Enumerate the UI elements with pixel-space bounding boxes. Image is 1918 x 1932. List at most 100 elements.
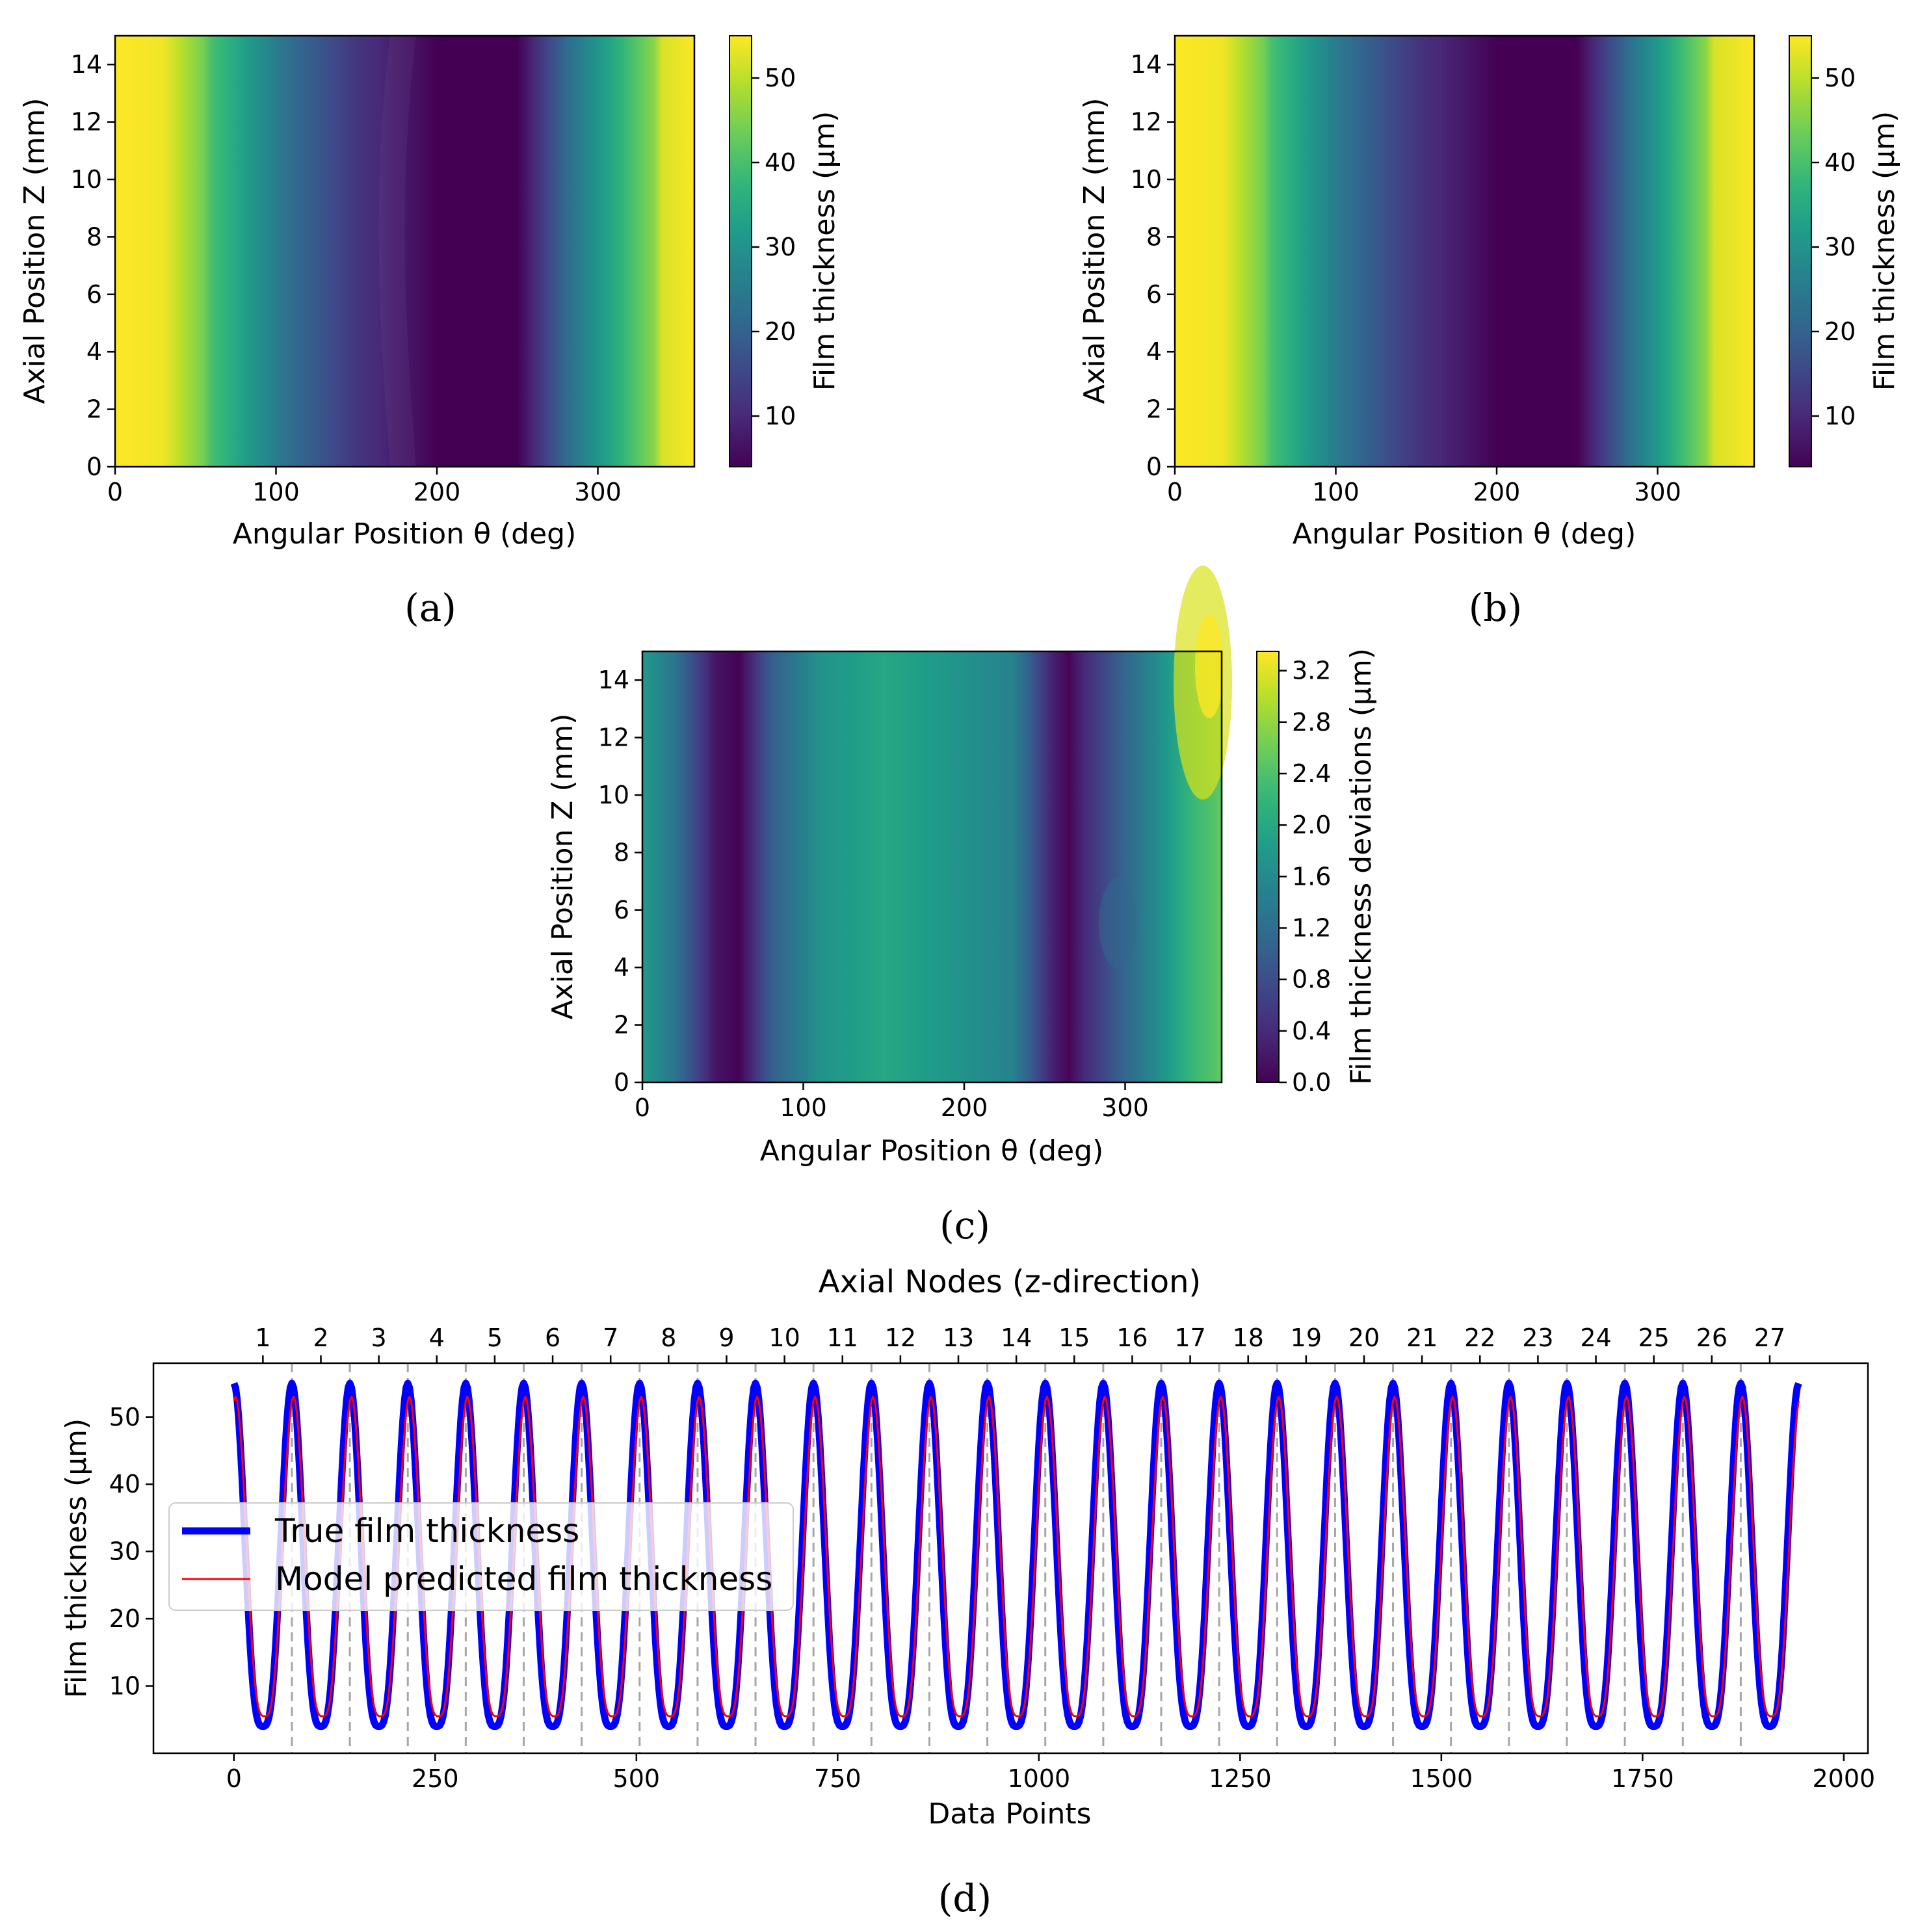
colorbar-tick-label: 30 bbox=[765, 233, 796, 261]
node-label: 14 bbox=[1001, 1324, 1032, 1352]
x-tick-label: 300 bbox=[1634, 478, 1681, 506]
node-label: 26 bbox=[1696, 1324, 1728, 1352]
colorbar-c bbox=[1256, 651, 1280, 1083]
true-film-thickness-line bbox=[230, 1379, 1802, 1730]
colorbar-ticks-b: 10 20 30 40 50 bbox=[1811, 64, 1856, 430]
series-lines-d bbox=[230, 1379, 1802, 1730]
colorbar-label-c: Film thickness deviations (μm) bbox=[1345, 648, 1378, 1085]
node-label: 10 bbox=[769, 1324, 800, 1352]
y-tick-label: 40 bbox=[109, 1470, 140, 1498]
x-tick-label: 1500 bbox=[1410, 1764, 1473, 1793]
heatmap-c-low-blob bbox=[1099, 878, 1138, 969]
x-axis-label-c: Angular Position θ (deg) bbox=[760, 1134, 1104, 1168]
node-label: 23 bbox=[1522, 1324, 1553, 1352]
node-label: 21 bbox=[1406, 1324, 1438, 1352]
colorbar-tick-label: 1.6 bbox=[1292, 862, 1331, 891]
colorbar-tick-label: 0.4 bbox=[1292, 1017, 1331, 1045]
x-ticks-a: 0 100 200 300 bbox=[107, 467, 622, 506]
node-label: 16 bbox=[1116, 1324, 1148, 1352]
node-label: 18 bbox=[1233, 1324, 1264, 1352]
x-tick-label: 100 bbox=[780, 1093, 827, 1122]
panel-label-c: (c) bbox=[939, 1203, 990, 1247]
y-tick-label: 10 bbox=[598, 781, 629, 809]
colorbar-ticks-a: 10 20 30 40 50 bbox=[752, 64, 796, 430]
x-ticks-c: 0 100 200 300 bbox=[635, 1082, 1149, 1122]
colorbar-b bbox=[1789, 35, 1812, 467]
y-ticks-d: 10 20 30 40 50 bbox=[109, 1403, 153, 1701]
x-axis-label-a: Angular Position θ (deg) bbox=[233, 517, 577, 551]
node-label: 7 bbox=[603, 1324, 618, 1352]
x-ticks-d: 0 250 500 750 1000 1250 1500 1750 2000 bbox=[226, 1753, 1875, 1793]
colorbar-tick-label: 40 bbox=[765, 148, 796, 177]
node-label: 27 bbox=[1754, 1324, 1785, 1352]
node-label: 24 bbox=[1580, 1324, 1611, 1352]
y-tick-label: 4 bbox=[86, 337, 102, 366]
node-label: 3 bbox=[371, 1324, 387, 1352]
x-tick-label: 250 bbox=[412, 1764, 459, 1793]
node-label: 20 bbox=[1348, 1324, 1380, 1352]
colorbar-tick-label: 20 bbox=[765, 317, 796, 346]
y-ticks-b: 0 2 4 6 8 10 12 14 bbox=[1131, 50, 1175, 481]
colorbar-tick-label: 0.0 bbox=[1292, 1068, 1331, 1097]
colorbar-tick-label: 3.2 bbox=[1292, 657, 1331, 685]
y-tick-label: 10 bbox=[109, 1672, 140, 1701]
colorbar-label-b: Film thickness (μm) bbox=[1868, 111, 1901, 391]
y-tick-label: 0 bbox=[1146, 452, 1162, 481]
node-label: 17 bbox=[1174, 1324, 1205, 1352]
x-tick-label: 1750 bbox=[1611, 1764, 1674, 1793]
panel-a: 0 100 200 300 0 2 4 6 8 10 12 14 Angular Position … bbox=[18, 34, 841, 630]
y-ticks-a: 0 2 4 6 8 10 12 14 bbox=[71, 50, 115, 481]
colorbar-tick-label: 30 bbox=[1824, 233, 1856, 261]
colorbar-tick-label: 2.0 bbox=[1292, 811, 1331, 839]
y-axis-label-d: Film thickness (μm) bbox=[60, 1418, 93, 1698]
node-label: 13 bbox=[943, 1324, 974, 1352]
x-tick-label: 0 bbox=[107, 478, 123, 506]
y-tick-label: 6 bbox=[614, 896, 629, 924]
y-tick-label: 6 bbox=[86, 280, 102, 309]
colorbar-tick-label: 10 bbox=[1824, 402, 1856, 430]
x-tick-label: 1000 bbox=[1007, 1764, 1070, 1793]
colorbar-tick-label: 50 bbox=[1824, 64, 1856, 92]
x-tick-label: 0 bbox=[226, 1764, 242, 1793]
node-label: 6 bbox=[545, 1324, 560, 1352]
colorbar-tick-label: 1.2 bbox=[1292, 914, 1331, 943]
legend-model-label: Model predicted film thickness bbox=[275, 1560, 772, 1598]
colorbar-tick-label: 2.4 bbox=[1292, 759, 1331, 788]
x-tick-label: 500 bbox=[613, 1764, 661, 1793]
y-tick-label: 10 bbox=[1131, 165, 1162, 194]
y-tick-label: 4 bbox=[614, 953, 629, 982]
y-tick-label: 50 bbox=[109, 1403, 140, 1431]
y-tick-label: 2 bbox=[1146, 395, 1162, 424]
x-axis-label-d: Data Points bbox=[928, 1797, 1091, 1831]
y-tick-label: 2 bbox=[614, 1011, 629, 1039]
node-label: 4 bbox=[429, 1324, 445, 1352]
node-label: 9 bbox=[718, 1324, 734, 1352]
x-tick-label: 100 bbox=[1312, 478, 1360, 506]
y-tick-label: 0 bbox=[86, 452, 102, 481]
node-label: 25 bbox=[1638, 1324, 1670, 1352]
axes-frame-d bbox=[152, 1362, 1869, 1755]
node-label: 1 bbox=[255, 1324, 270, 1352]
node-label: 11 bbox=[827, 1324, 858, 1352]
x-ticks-b: 0 100 200 300 bbox=[1167, 467, 1681, 506]
legend-d: True film thickness Model predicted film… bbox=[168, 1502, 794, 1611]
y-tick-label: 30 bbox=[109, 1537, 140, 1566]
y-axis-label-a: Axial Position Z (mm) bbox=[18, 98, 51, 404]
panel-d: Axial Nodes (z-direction) 1 2 3 4 5 6 7 8 9 10 11 1… bbox=[60, 1264, 1875, 1920]
y-tick-label: 10 bbox=[71, 165, 102, 194]
x-tick-label: 2000 bbox=[1812, 1764, 1875, 1793]
x-tick-label: 200 bbox=[941, 1093, 988, 1122]
y-tick-label: 14 bbox=[598, 666, 629, 694]
node-label: 19 bbox=[1291, 1324, 1322, 1352]
axes-frame-b bbox=[1174, 34, 1755, 468]
y-tick-label: 4 bbox=[1146, 337, 1162, 366]
panel-b: 0 100 200 300 0 2 4 6 8 10 12 14 Angular Position … bbox=[1078, 34, 1901, 630]
node-label: 22 bbox=[1464, 1324, 1495, 1352]
y-tick-label: 20 bbox=[109, 1604, 140, 1633]
colorbar-tick-label: 2.8 bbox=[1292, 708, 1331, 737]
colorbar-tick-label: 20 bbox=[1824, 317, 1856, 346]
colorbar-tick-label: 10 bbox=[765, 402, 796, 430]
colorbar-ticks-c: 0.0 0.4 0.8 1.2 1.6 2.0 2.4 2.8 3.2 bbox=[1279, 657, 1331, 1097]
panel-c: 0 100 200 300 0 2 4 6 8 10 12 14 Angular Position … bbox=[546, 566, 1378, 1247]
x-tick-label: 200 bbox=[1473, 478, 1521, 506]
